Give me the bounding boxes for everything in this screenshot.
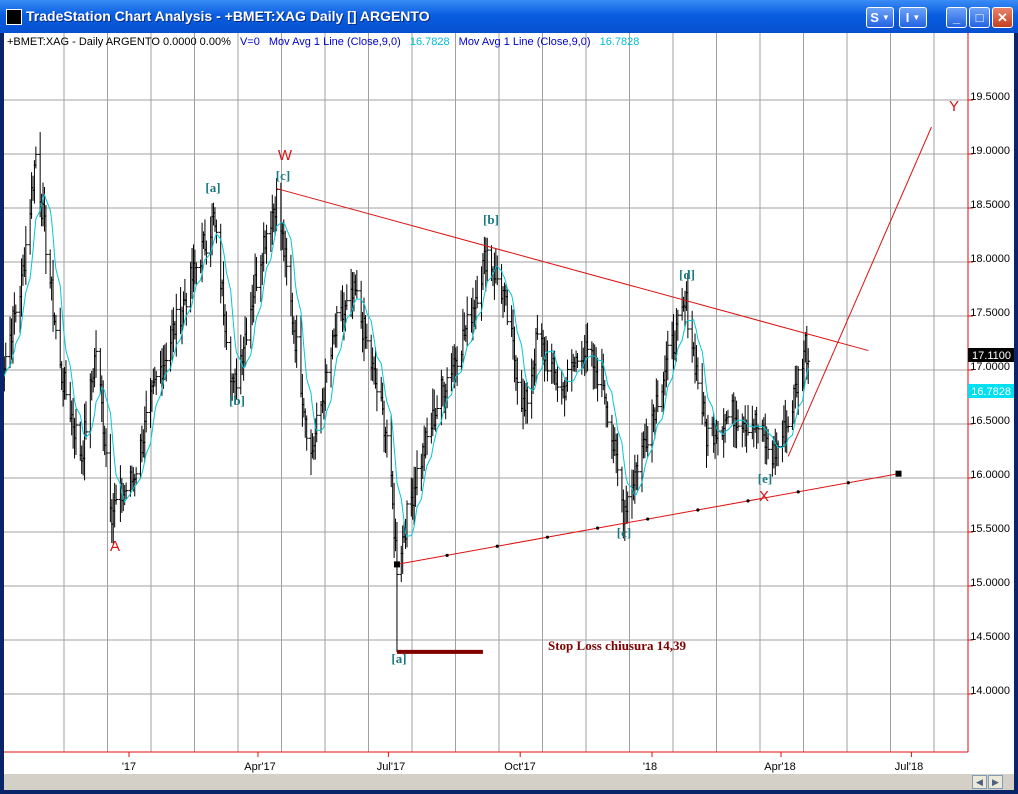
close-icon: ✕ <box>997 10 1008 25</box>
window-title: TradeStation Chart Analysis - +BMET:XAG … <box>26 8 430 24</box>
wave-label-c1: [c] <box>276 168 290 183</box>
ma-price-label: 16.7828 <box>971 386 1011 398</box>
wave-label-A: A <box>110 538 120 555</box>
trendline-dot <box>545 535 550 539</box>
price-tick-label: 17.0000 <box>970 361 1010 373</box>
last-price-tag <box>968 348 1014 362</box>
time-label: '17 <box>122 761 136 773</box>
wave-label-b2: [b] <box>483 212 499 227</box>
price-tick-label: 16.0000 <box>970 469 1010 481</box>
wave-y-projection-line <box>787 126 932 457</box>
app-icon[interactable] <box>6 9 22 25</box>
price-tick-label: 14.0000 <box>970 685 1010 697</box>
moving-average-line <box>4 193 809 537</box>
price-tick-label: 19.5000 <box>970 91 1010 103</box>
price-bars <box>4 132 811 587</box>
chart-header: +BMET:XAG - Daily ARGENTO 0.0000 0.00% V… <box>7 36 639 48</box>
price-tick-label: 15.0000 <box>970 577 1010 589</box>
trendline-dot <box>746 499 750 503</box>
ma1-value: 16.7828 <box>410 36 450 48</box>
wave-label-e2: [e] <box>758 471 772 486</box>
trendline-dot <box>696 508 700 512</box>
close-button[interactable]: ✕ <box>992 7 1013 28</box>
time-label: Jul'17 <box>377 761 405 773</box>
wave-label-b1: [b] <box>229 393 245 408</box>
scroll-left-button[interactable]: ◀ <box>972 775 987 789</box>
i-menu-button[interactable]: I ▼ <box>899 7 927 28</box>
chart-background <box>4 33 1014 774</box>
s-menu-button[interactable]: S ▼ <box>866 7 894 28</box>
price-tick-label: 16.5000 <box>970 415 1010 427</box>
trendline-dot <box>445 553 449 557</box>
price-chart[interactable]: 19.5000 19.0000 18.5000 18.0000 17.5000 … <box>4 33 1014 790</box>
price-tick-label: 19.0000 <box>970 145 1010 157</box>
time-label: Jul'18 <box>895 761 923 773</box>
wave-label-a1: [a] <box>205 180 220 195</box>
trendline-dot <box>646 517 650 521</box>
price-tick-label: 18.5000 <box>970 199 1010 211</box>
time-axis: '17 Apr'17 Jul'17 Oct'17 '18 Apr'18 Jul'… <box>122 761 923 773</box>
chart-window: 19.5000 19.0000 18.5000 18.0000 17.5000 … <box>4 33 1014 790</box>
i-label: I <box>905 10 910 25</box>
price-tick-label: 17.5000 <box>970 307 1010 319</box>
last-price-label: 17.1100 <box>972 350 1011 362</box>
wave-label-W: W <box>278 147 293 164</box>
price-tick-label: 18.0000 <box>970 253 1010 265</box>
trendline-dot <box>495 544 499 548</box>
time-label: Apr'18 <box>764 761 795 773</box>
ma-price-tag <box>968 384 1014 398</box>
time-label: Oct'17 <box>504 761 535 773</box>
time-label: Apr'17 <box>244 761 275 773</box>
chart-grid <box>4 33 973 757</box>
price-tick-label: 14.5000 <box>970 631 1010 643</box>
time-label: '18 <box>643 761 657 773</box>
trendline-dot <box>595 526 600 530</box>
upper-trendline <box>276 188 869 352</box>
wave-annotations: A W X Y [a] [c] [b] [a] [b] [c] [d] [e] … <box>110 98 959 666</box>
wave-label-d2: [d] <box>679 267 695 282</box>
wave-label-X: X <box>759 488 769 505</box>
maximize-button[interactable]: □ <box>969 7 990 28</box>
trendline-dot <box>796 490 800 494</box>
volume-info: V=0 <box>240 36 260 48</box>
trendline-anchor <box>895 470 902 477</box>
minimize-button[interactable]: _ <box>946 7 967 28</box>
chevron-down-icon: ▼ <box>881 13 890 22</box>
price-axis: 19.5000 19.0000 18.5000 18.0000 17.5000 … <box>968 91 1014 697</box>
chevron-down-icon: ▼ <box>912 13 921 22</box>
trendline-anchor <box>393 561 400 568</box>
stop-loss-label: Stop Loss chiusura 14,39 <box>548 638 686 653</box>
title-bar[interactable]: TradeStation Chart Analysis - +BMET:XAG … <box>0 0 1018 33</box>
ma2-label: Mov Avg 1 Line (Close,9,0) <box>459 36 591 48</box>
trendlines[interactable] <box>276 126 932 654</box>
maximize-icon: □ <box>975 10 984 25</box>
scroll-right-button[interactable]: ▶ <box>988 775 1003 789</box>
s-label: S <box>870 10 879 25</box>
price-tick-label: 15.5000 <box>970 523 1010 535</box>
wave-label-a2: [a] <box>391 651 406 666</box>
horizontal-scrollbar[interactable]: ◀ ▶ <box>4 774 1014 790</box>
symbol-info: +BMET:XAG - Daily ARGENTO 0.0000 0.00% <box>7 36 231 48</box>
ma1-label: Mov Avg 1 Line (Close,9,0) <box>269 36 401 48</box>
ma2-value: 16.7828 <box>600 36 640 48</box>
wave-label-Y: Y <box>949 98 959 115</box>
trendline-dot <box>846 481 850 485</box>
minimize-icon: _ <box>952 10 961 25</box>
wave-label-c2: [c] <box>617 525 631 540</box>
